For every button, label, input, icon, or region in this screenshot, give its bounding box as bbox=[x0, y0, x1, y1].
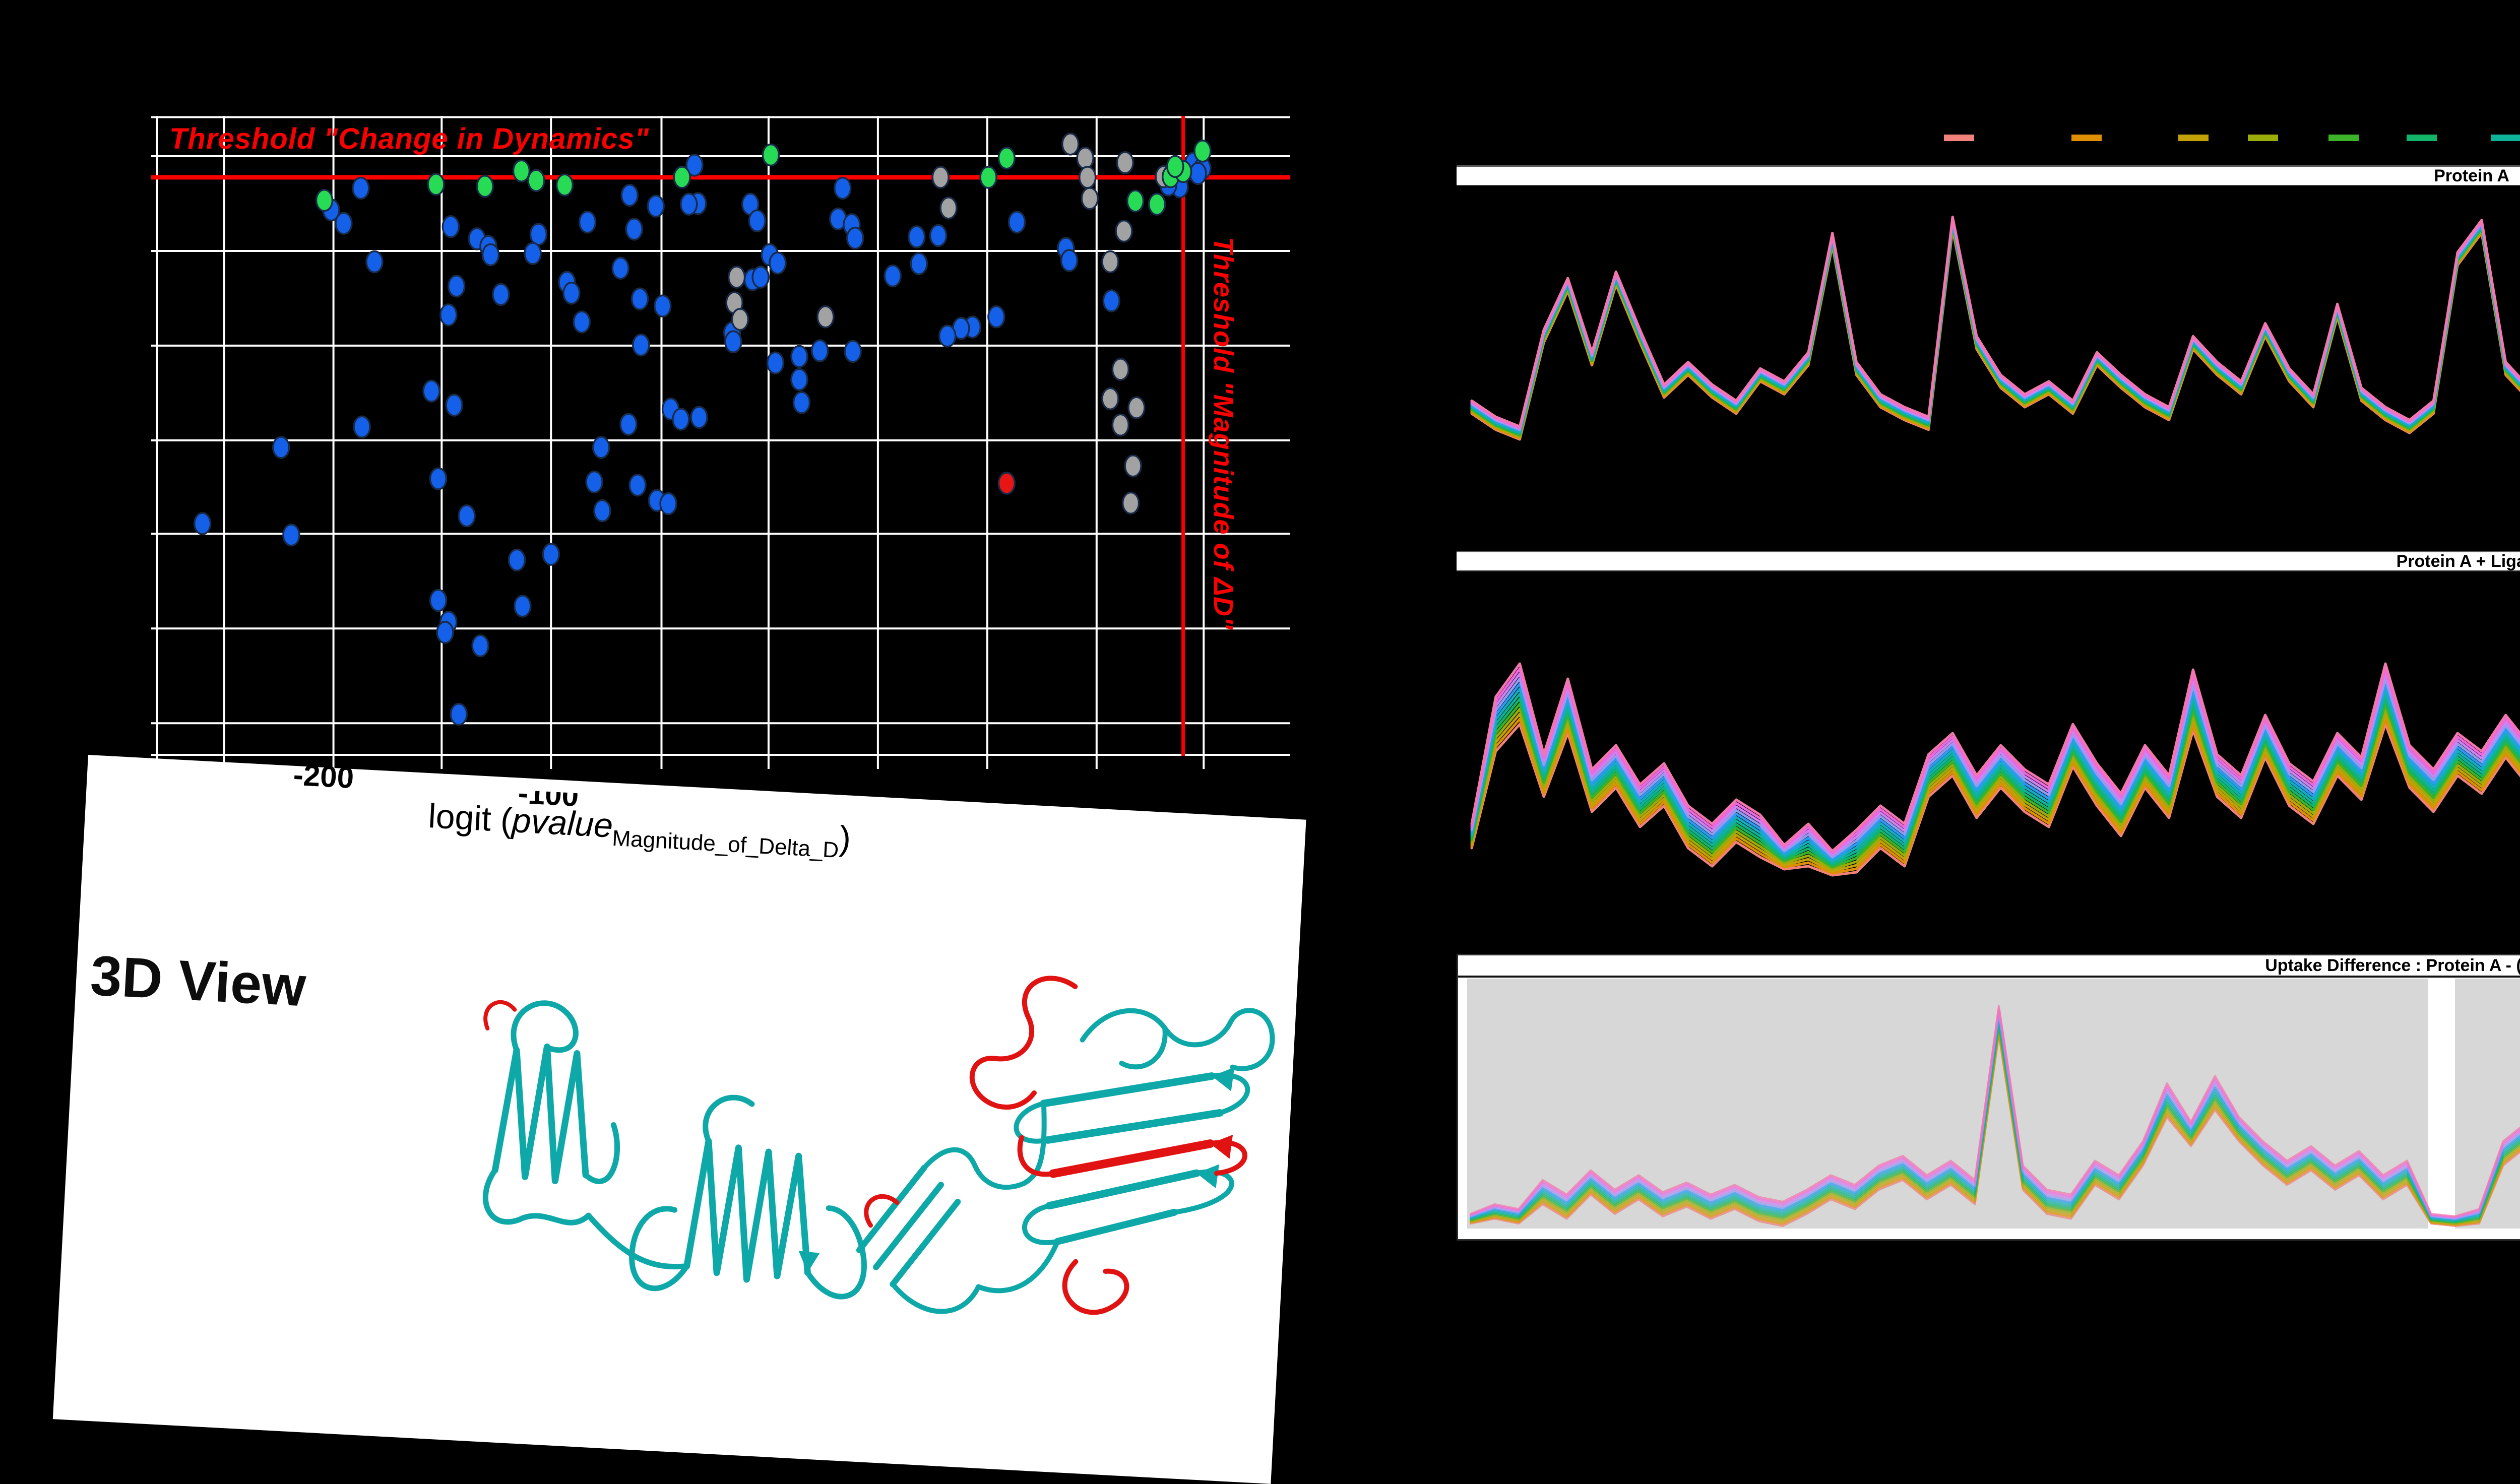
volcano-x-tick-minus200: -200 bbox=[292, 757, 355, 795]
chart-title-bar-uptake-difference: Uptake Difference : Protein A - (Protein… bbox=[1458, 955, 2520, 978]
app-canvas: Threshold "Change in Dynamics" Threshold… bbox=[52, 0, 2520, 1484]
3d-view-title: 3D View bbox=[89, 943, 307, 1018]
chart-title-bar-protein-a-ligand: Protein A + Ligand bbox=[1457, 551, 2520, 571]
3d-view-panel: 3D View bbox=[52, 755, 1306, 1484]
threshold-magnitude-label: Threshold "Magnitude of ΔD" bbox=[1208, 237, 1238, 630]
protein-a-uptake-chart bbox=[1470, 215, 2520, 441]
uptake-difference-plot-area bbox=[1458, 978, 2520, 1239]
protein-a-ligand-uptake-chart bbox=[1470, 662, 2520, 877]
chart-title-protein-a-ligand: Protein A + Ligand bbox=[2396, 551, 2520, 571]
chart-title-protein-a: Protein A bbox=[2434, 166, 2509, 185]
deuterium-uptake-charts: Protein A Protein A + Ligand Uptake Diff… bbox=[1457, 0, 2520, 1369]
volcano-scatter-canvas bbox=[151, 116, 1290, 769]
protein-ribbon-structure[interactable] bbox=[409, 905, 1289, 1403]
uptake-difference-panel: Uptake Difference : Protein A - (Protein… bbox=[1457, 954, 2520, 1241]
legend-swatch-6 bbox=[2407, 135, 2437, 141]
threshold-change-in-dynamics-label: Threshold "Change in Dynamics" bbox=[169, 122, 649, 155]
chart-title-bar-protein-a: Protein A bbox=[1457, 165, 2520, 186]
chart-title-uptake-difference: Uptake Difference : Protein A - (Protein… bbox=[2265, 955, 2520, 975]
axis-label-prefix: logit ( bbox=[427, 796, 513, 840]
uptake-difference-chart bbox=[1469, 1005, 2520, 1227]
legend-swatch-1 bbox=[1944, 135, 1974, 141]
legend-swatch-2 bbox=[2071, 135, 2102, 141]
volcano-plot: Threshold "Change in Dynamics" Threshold… bbox=[151, 116, 1290, 786]
legend-swatch-5 bbox=[2328, 135, 2359, 141]
timepoint-legend bbox=[1457, 0, 2520, 151]
axis-label-suffix: ) bbox=[838, 819, 852, 858]
axis-label-pvalue: pvalue bbox=[511, 801, 614, 845]
legend-swatch-7 bbox=[2491, 135, 2520, 141]
legend-swatch-4 bbox=[2248, 135, 2278, 141]
legend-swatch-3 bbox=[2178, 135, 2209, 141]
